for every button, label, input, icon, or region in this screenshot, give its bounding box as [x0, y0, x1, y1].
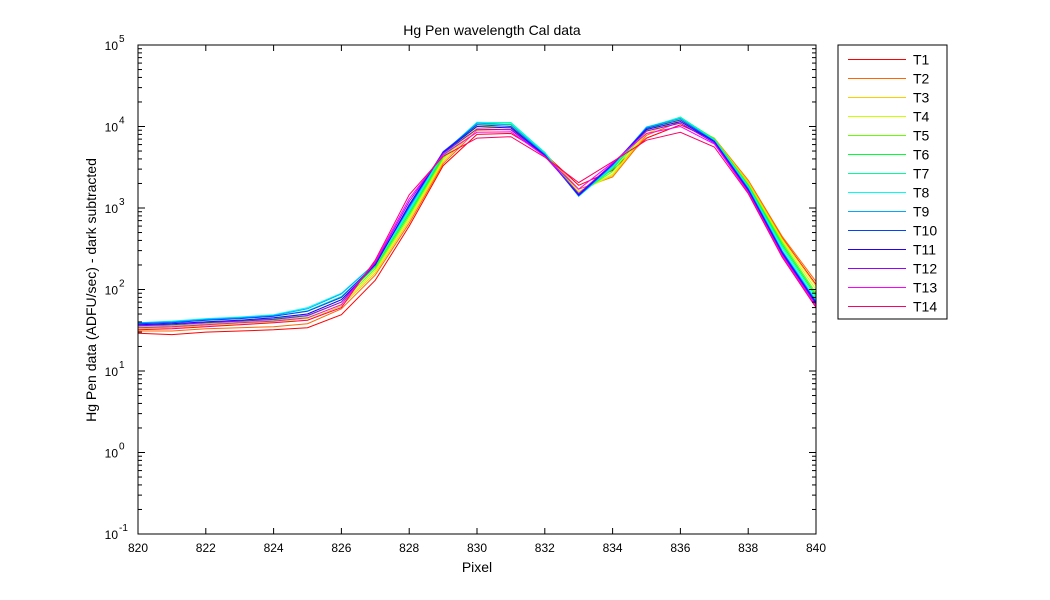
series-line-T1 [137, 124, 817, 336]
plot-frame [137, 44, 817, 535]
x-tick-label: 836 [670, 541, 690, 555]
y-tick-label: 10 [105, 528, 119, 542]
series-line-T8 [137, 117, 817, 324]
series-line-T4 [137, 118, 817, 329]
series-line-T3 [137, 119, 817, 330]
y-tick-exponent: 3 [119, 197, 125, 208]
y-tick-exponent: 4 [119, 116, 125, 127]
legend-label-T13: T13 [913, 280, 937, 296]
y-tick-label: 10 [105, 284, 119, 298]
y-tick-label: 10 [105, 365, 119, 379]
legend-box [837, 44, 948, 320]
y-tick-label: 10 [105, 202, 119, 216]
legend-label-T14: T14 [913, 299, 937, 315]
x-tick-label: 824 [264, 541, 284, 555]
x-tick-label: 832 [535, 541, 555, 555]
legend-label-T12: T12 [913, 261, 937, 277]
series-line-T7 [137, 116, 817, 325]
legend: T1 T2 T3 T4 T5 T6 T7 T8 T9 T10 T11 T12 T13 T14 [837, 44, 948, 320]
x-tick-label: 820 [128, 541, 148, 555]
y-tick-exponent: 5 [119, 34, 125, 45]
y-axis-label: Hg Pen data (ADFU/sec) - dark subtracted [83, 158, 99, 422]
series-line-T11 [137, 121, 817, 326]
legend-label-T3: T3 [913, 90, 930, 106]
x-tick-label: 834 [603, 541, 623, 555]
series-line-T12 [137, 122, 817, 327]
x-tick-label: 838 [738, 541, 758, 555]
legend-label-T9: T9 [913, 204, 930, 220]
x-axis-label: Pixel [462, 559, 492, 575]
x-tick-label: 826 [331, 541, 351, 555]
y-tick-label: 10 [105, 447, 119, 461]
x-tick-label: 822 [196, 541, 216, 555]
legend-label-T4: T4 [913, 109, 930, 125]
y-tick-exponent: -1 [119, 523, 128, 534]
legend-label-T5: T5 [913, 128, 930, 144]
series-line-T13 [137, 125, 817, 329]
y-tick-exponent: 2 [119, 279, 125, 290]
y-tick-exponent: 0 [119, 442, 125, 453]
legend-label-T10: T10 [913, 223, 937, 239]
y-tick-label: 10 [105, 121, 119, 135]
chart-title: Hg Pen wavelength Cal data [403, 22, 581, 38]
legend-label-T7: T7 [913, 166, 930, 182]
y-tick-label: 10 [105, 39, 119, 53]
legend-label-T8: T8 [913, 185, 930, 201]
legend-label-T11: T11 [913, 242, 936, 258]
series-line-T9 [137, 118, 817, 324]
legend-label-T2: T2 [913, 71, 930, 87]
x-tick-label: 840 [806, 541, 826, 555]
series-line-T6 [137, 116, 817, 327]
series-line-T14 [137, 131, 817, 331]
series-line-T10 [137, 119, 817, 325]
y-tick-exponent: 1 [119, 360, 125, 371]
legend-label-T1: T1 [913, 52, 930, 68]
legend-label-T6: T6 [913, 147, 930, 163]
x-tick-label: 828 [399, 541, 419, 555]
plot-area [137, 116, 817, 336]
series-line-T2 [138, 121, 817, 332]
series-line-T5 [137, 117, 817, 328]
x-tick-label: 830 [467, 541, 487, 555]
